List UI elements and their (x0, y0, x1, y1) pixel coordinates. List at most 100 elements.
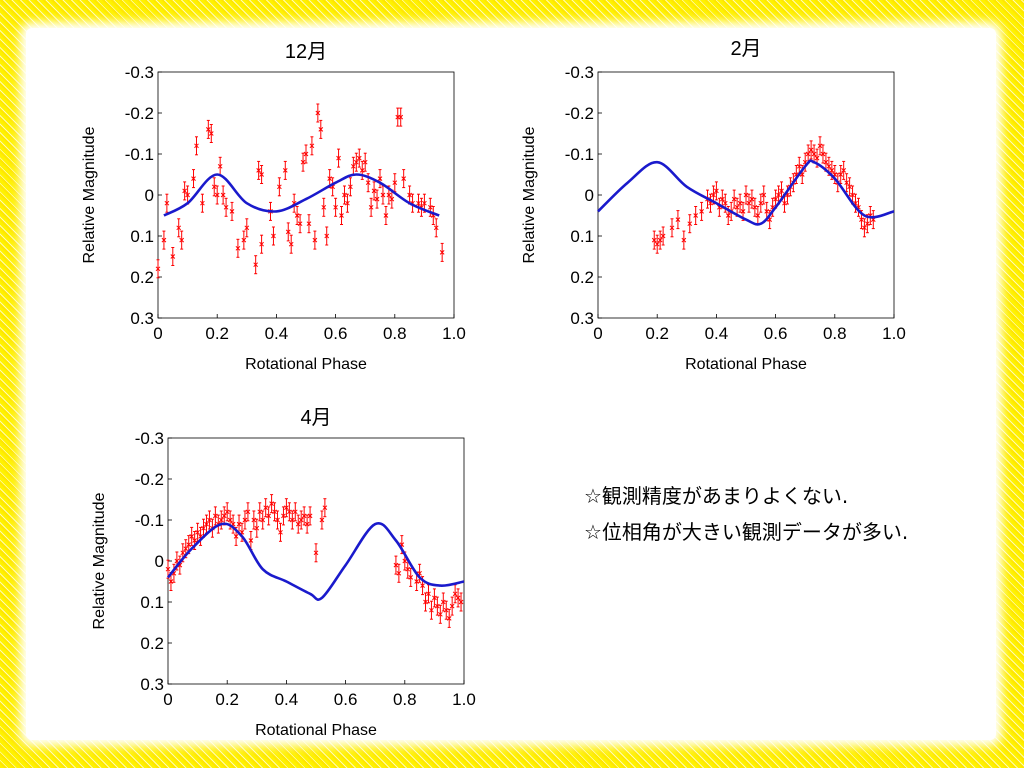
data-point (259, 165, 264, 184)
data-point (306, 214, 312, 234)
point-marker (253, 262, 259, 268)
data-point (318, 119, 324, 139)
point-marker (318, 127, 324, 132)
x-tick-label: 1.0 (882, 324, 906, 343)
data-point (211, 177, 217, 197)
point-marker (407, 192, 412, 198)
y-tick-label: 0.3 (570, 309, 594, 328)
point-marker (654, 241, 660, 247)
data-point (371, 181, 377, 201)
y-tick-label: -0.3 (565, 63, 594, 82)
point-marker (681, 237, 687, 243)
point-marker (275, 517, 280, 523)
data-point (838, 165, 844, 184)
data-point (294, 206, 300, 225)
point-marker (194, 143, 199, 149)
point-marker (767, 217, 773, 222)
data-point (241, 230, 247, 250)
data-point (374, 189, 380, 209)
data-point (224, 502, 230, 522)
point-marker (437, 611, 443, 617)
chart-title: 12月 (285, 41, 327, 63)
data-point (443, 600, 449, 620)
data-point (368, 197, 374, 217)
data-point (398, 107, 404, 127)
note-large-phase-angle: ☆位相角が大きい観測データが多い. (584, 520, 909, 544)
point-marker (651, 237, 657, 243)
point-marker (669, 225, 675, 231)
point-marker (850, 192, 855, 198)
data-point (380, 185, 386, 205)
data-point (416, 193, 421, 213)
point-marker (371, 188, 377, 194)
data-point (292, 502, 298, 522)
data-point (657, 230, 663, 250)
data-point (725, 206, 731, 225)
point-marker (192, 538, 197, 543)
point-marker (236, 521, 242, 527)
point-marker (245, 509, 251, 515)
data-point (737, 193, 743, 213)
point-marker (294, 213, 300, 218)
data-point (194, 136, 199, 156)
data-point (271, 226, 276, 246)
point-marker (348, 184, 353, 190)
point-marker (802, 159, 808, 165)
data-point (805, 144, 811, 164)
point-marker (306, 221, 312, 227)
x-tick-label: 0.4 (705, 324, 729, 343)
point-marker (449, 603, 455, 609)
point-marker (785, 192, 790, 198)
point-marker (380, 192, 386, 198)
point-marker (660, 233, 666, 239)
data-point (244, 218, 250, 238)
point-marker (396, 570, 402, 576)
data-point (300, 152, 306, 172)
point-marker (241, 237, 247, 243)
point-marker (183, 546, 189, 552)
data-point (324, 226, 330, 246)
x-tick-label: 0 (593, 324, 602, 343)
y-tick-label: 0 (155, 552, 164, 571)
point-marker (242, 517, 248, 523)
data-point (862, 218, 867, 238)
y-tick-label: 0.2 (140, 634, 164, 653)
point-marker (180, 550, 186, 556)
point-marker (353, 159, 359, 165)
x-tick-label: 1.0 (452, 690, 476, 709)
data-point (257, 502, 263, 522)
fit-curve (163, 173, 440, 217)
data-point (455, 588, 461, 608)
x-tick-label: 0.4 (275, 690, 299, 709)
data-point (401, 169, 407, 189)
point-marker (179, 237, 185, 243)
point-marker (165, 566, 171, 572)
point-marker (263, 505, 269, 511)
point-marker (439, 250, 445, 255)
fit-curve (166, 521, 465, 601)
data-point (393, 555, 399, 575)
point-marker (288, 241, 294, 247)
data-point (422, 193, 427, 213)
point-marker (342, 192, 347, 198)
point-marker (217, 163, 223, 169)
point-marker (433, 225, 439, 231)
point-marker (799, 172, 805, 177)
point-marker (213, 513, 218, 519)
point-marker (300, 159, 306, 165)
data-point (392, 173, 398, 193)
data-point (201, 518, 206, 538)
point-marker (176, 225, 182, 231)
data-point (185, 185, 190, 205)
point-marker (259, 172, 264, 177)
y-tick-label: -0.1 (135, 511, 164, 530)
point-marker (164, 200, 170, 206)
point-marker (862, 225, 867, 231)
data-point (687, 214, 693, 234)
point-marker (207, 517, 212, 523)
point-marker (256, 168, 261, 173)
point-marker (752, 204, 758, 210)
data-point (651, 230, 657, 250)
point-marker (327, 176, 333, 181)
